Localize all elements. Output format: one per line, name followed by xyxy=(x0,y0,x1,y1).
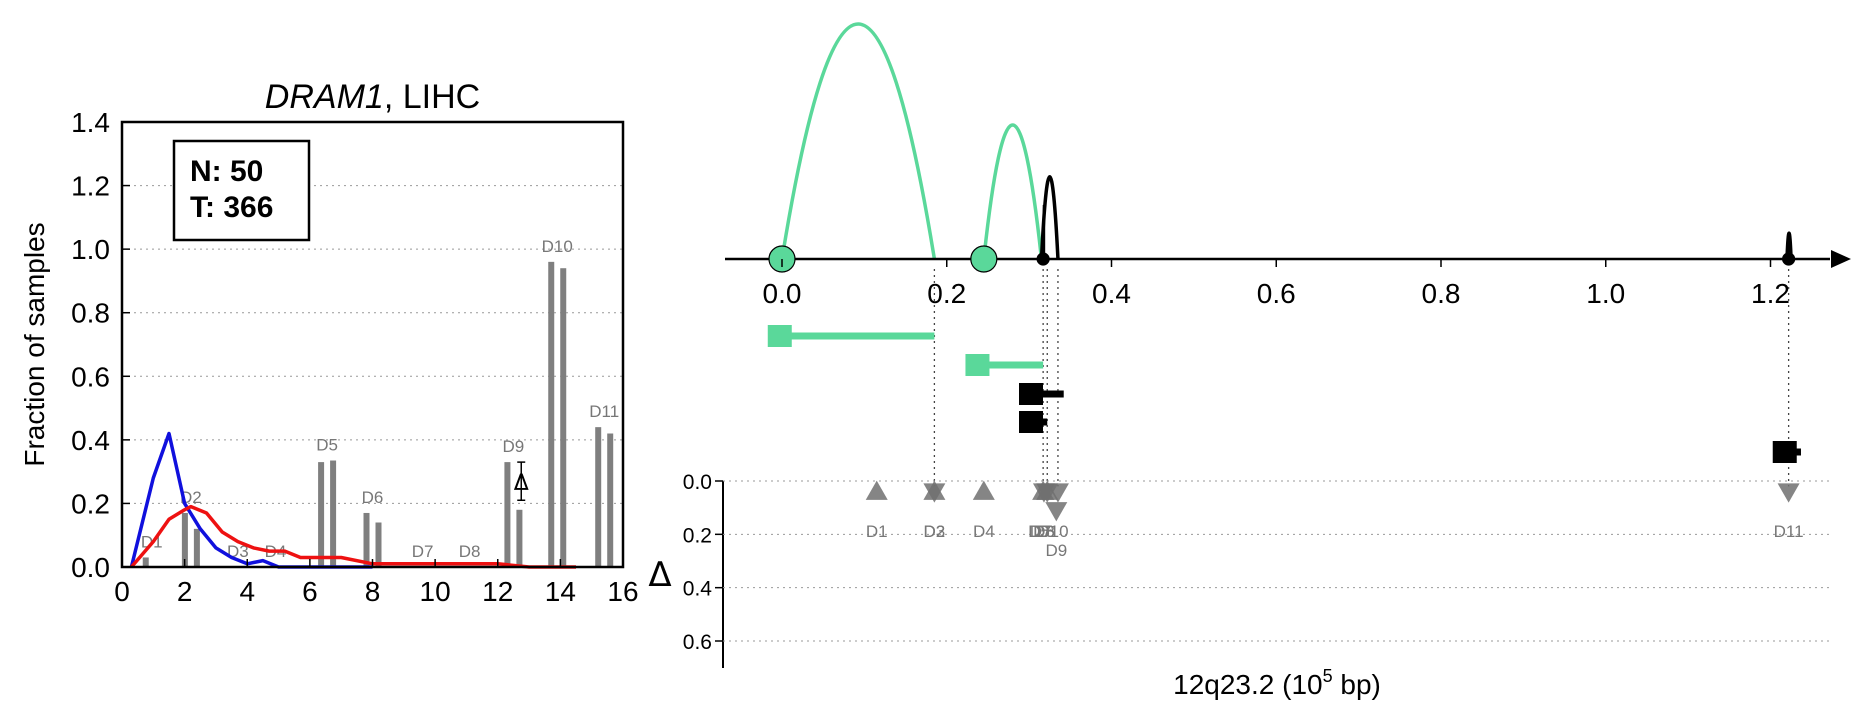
marker-label: D9 xyxy=(1045,541,1067,560)
y-tick-label: 0.0 xyxy=(71,552,110,583)
delta-tick-label: 0.2 xyxy=(683,524,712,547)
marker-label: D3 xyxy=(924,522,946,541)
marker-label: D6 xyxy=(1033,522,1055,541)
genome-tick-label: 1.0 xyxy=(1586,278,1625,309)
junction-arc-2 xyxy=(982,123,1044,260)
marker-label: D8 xyxy=(1033,522,1055,541)
genome-tick-label: 0.8 xyxy=(1422,278,1461,309)
bar-label: D6 xyxy=(362,488,384,507)
exon-circle xyxy=(1782,252,1796,266)
delta-tick-label: 0.4 xyxy=(683,578,713,601)
xlabel-prefix: 12q23.2 (10 xyxy=(1173,669,1322,700)
bar-d6-1 xyxy=(363,512,370,567)
genome-axis-label: 12q23.2 (105 bp) xyxy=(1173,666,1381,700)
legend-tumor-count: T: 366 xyxy=(190,191,273,224)
marker-label: D5 xyxy=(1028,522,1050,541)
bar-label: D11 xyxy=(589,402,619,421)
bar-d10-2 xyxy=(560,268,567,567)
y-tick-label: 1.4 xyxy=(71,107,110,138)
delta-marker: Δ xyxy=(514,471,529,496)
x-tick-label: 10 xyxy=(420,576,451,607)
transcript-box xyxy=(1019,411,1044,433)
delta-marker-d10 xyxy=(1046,483,1069,503)
bar-d2-1 xyxy=(181,512,188,567)
delta-tick-label: 0.0 xyxy=(683,471,712,494)
bar-d2-2 xyxy=(193,528,200,567)
title-rest: , LIHC xyxy=(384,78,480,116)
bar-label: D8 xyxy=(459,542,481,561)
bar-label: D9 xyxy=(503,437,525,456)
bar-d11-1 xyxy=(595,427,602,567)
bar-d9-2 xyxy=(516,509,523,567)
bar-d6-2 xyxy=(375,522,382,567)
genome-tick-label: 1.2 xyxy=(1751,278,1790,309)
bar-label: D5 xyxy=(316,436,338,455)
bar-d5-2 xyxy=(330,460,337,567)
x-tick-label: 16 xyxy=(607,576,638,607)
marker-label: D4 xyxy=(973,522,995,541)
y-tick-label: 1.0 xyxy=(71,234,110,265)
exon-circle xyxy=(1036,252,1050,266)
x-tick-label: 4 xyxy=(239,576,255,607)
y-tick-label: 1.2 xyxy=(71,171,110,202)
junction-arc-1 xyxy=(780,22,937,260)
bar-label: D7 xyxy=(412,542,434,561)
y-tick-label: 0.8 xyxy=(71,298,110,329)
delta-marker-d11 xyxy=(1777,483,1800,503)
marker-label: D10 xyxy=(1037,522,1068,541)
x-tick-label: 12 xyxy=(482,576,513,607)
bar-d10-1 xyxy=(548,261,555,567)
delta-tick-label: 0.6 xyxy=(683,631,712,654)
transcript-box xyxy=(1772,441,1797,463)
title-gene: DRAM1 xyxy=(265,78,384,116)
genome-tick-label: 0.6 xyxy=(1257,278,1296,309)
bar-d5-1 xyxy=(318,462,325,567)
genome-tick-label: 0.2 xyxy=(927,278,966,309)
axis-arrow-icon xyxy=(1831,250,1851,268)
y-tick-label: 0.4 xyxy=(71,425,110,456)
transcript-box xyxy=(1019,383,1044,405)
genome-tick-label: 0.4 xyxy=(1092,278,1131,309)
legend-box xyxy=(172,139,311,242)
bar-d9-1 xyxy=(504,462,511,567)
series-line-2 xyxy=(130,504,576,569)
marker-label: D11 xyxy=(1774,522,1804,541)
y-tick-label: 0.2 xyxy=(71,488,110,519)
marker-label: D2 xyxy=(924,522,946,541)
delta-marker-d3 xyxy=(923,483,946,503)
transcript-box xyxy=(965,354,990,376)
y-axis-label: Fraction of samples xyxy=(19,222,50,466)
bar-label: D10 xyxy=(542,237,573,256)
x-tick-label: 8 xyxy=(365,576,381,607)
xlabel-suffix: bp) xyxy=(1333,669,1381,700)
marker-label: D1 xyxy=(866,522,888,541)
xlabel-sup: 5 xyxy=(1323,666,1333,686)
x-tick-label: 0 xyxy=(114,576,130,607)
y-tick-label: 0.6 xyxy=(71,361,110,392)
transcript-box xyxy=(767,325,792,347)
delta-marker-d4 xyxy=(972,480,995,500)
legend-normal-count: N: 50 xyxy=(190,155,263,188)
junction-arc-4 xyxy=(1785,231,1793,260)
x-tick-label: 6 xyxy=(302,576,318,607)
genome-tick-label: 0.0 xyxy=(763,278,802,309)
chart-title: DRAM1, LIHC xyxy=(265,78,480,116)
bar-d1-1 xyxy=(142,557,149,567)
delta-marker-d1 xyxy=(865,480,888,500)
x-tick-label: 2 xyxy=(177,576,193,607)
bar-d11-2 xyxy=(607,433,614,567)
exon-circle xyxy=(970,245,998,273)
x-tick-label: 14 xyxy=(545,576,576,607)
delta-axis-label: Δ xyxy=(648,555,671,595)
delta-marker-d9 xyxy=(1045,502,1068,522)
marker-label: D7 xyxy=(1030,522,1052,541)
